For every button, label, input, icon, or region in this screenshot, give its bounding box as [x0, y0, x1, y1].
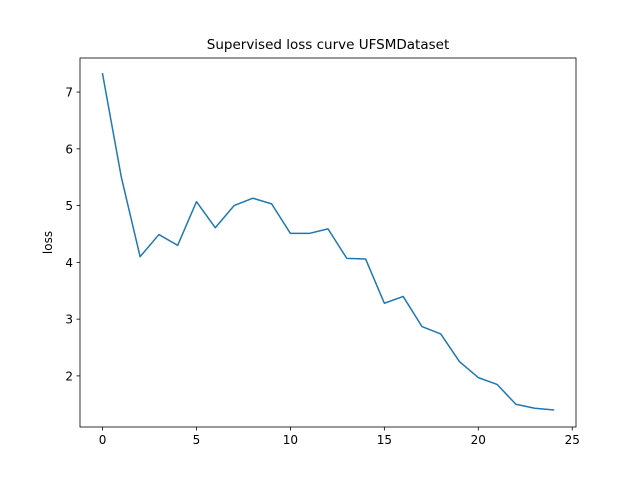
- y-tick-label: 2: [65, 369, 73, 383]
- x-tick-label: 15: [377, 433, 392, 447]
- y-axis-label: loss: [41, 231, 55, 254]
- loss-series-line: [101, 73, 555, 411]
- y-tick-label: 5: [65, 199, 73, 213]
- y-axis: 2 3 4 5 6 7: [65, 86, 80, 383]
- y-tick-label: 7: [65, 86, 73, 100]
- y-tick-label: 3: [65, 313, 73, 327]
- chart-title: Supervised loss curve UFSMDataset: [207, 37, 449, 53]
- y-tick-label: 6: [65, 142, 73, 156]
- plot-frame: [79, 57, 577, 428]
- x-tick-label: 5: [193, 433, 201, 447]
- x-tick-label: 20: [471, 433, 486, 447]
- x-tick-label: 0: [99, 433, 107, 447]
- x-tick-label: 25: [565, 433, 580, 447]
- plot-area: 0 5 10 15 20 25 2 3 4 5 6 7: [65, 57, 580, 447]
- x-tick-label: 10: [283, 433, 298, 447]
- x-axis: 0 5 10 15 20 25: [99, 427, 580, 447]
- series-layer: [101, 73, 555, 411]
- y-tick-label: 4: [65, 256, 73, 270]
